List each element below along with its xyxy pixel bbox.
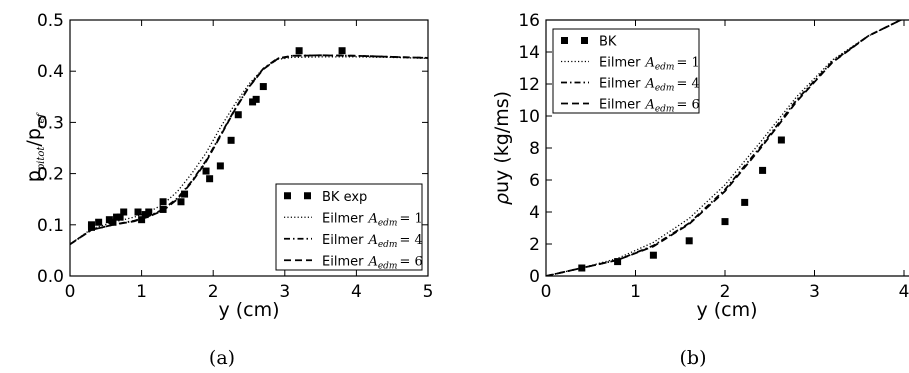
data-point-marker <box>216 162 224 170</box>
y-tick-label: 12 <box>518 75 540 95</box>
data-point-marker <box>259 83 267 91</box>
y-tick-label: 6 <box>529 171 540 191</box>
data-point-marker <box>295 47 303 55</box>
data-point-marker <box>759 166 767 174</box>
y-axis-label-a: ppitot/pref <box>23 111 47 182</box>
legend-a: BK exp Eilmer Aedm = 1 Eilmer Aedm = 4 Eilmer Ae… <box>275 183 423 271</box>
legend-label: Eilmer Aedm = 6 <box>322 254 423 271</box>
y-tick-label: 0.5 <box>37 11 64 31</box>
data-point-marker <box>95 218 103 226</box>
y-tick-label: 2 <box>529 235 540 255</box>
y-tick-label: 14 <box>518 43 540 63</box>
caption-b: (b) <box>680 347 707 369</box>
data-point-marker <box>177 198 185 206</box>
x-tick-label: 3 <box>279 282 290 302</box>
legend-b: BK Eilmer Aedm = 1 Eilmer Aedm = 4 Eilmer Aedm = … <box>552 28 700 115</box>
series-line-dotted <box>546 20 903 276</box>
y-tick-label: 0.0 <box>37 267 64 287</box>
data-point-marker <box>145 208 153 216</box>
x-axis-label-b: y (cm) <box>696 299 757 321</box>
x-axis-label-a: y (cm) <box>218 299 279 321</box>
data-point-marker <box>234 111 242 119</box>
data-point-marker <box>206 175 214 183</box>
legend-frame <box>275 183 423 271</box>
y-tick-label: 8 <box>529 139 540 159</box>
plot-frame-b <box>545 19 909 277</box>
legend-marker <box>581 37 588 44</box>
y-tick-label: 0.3 <box>37 113 64 133</box>
data-point-marker <box>134 208 142 216</box>
data-point-marker <box>614 258 622 266</box>
y-tick-label: 16 <box>518 11 540 31</box>
x-tick-label: 1 <box>136 282 147 302</box>
data-point-marker <box>685 237 693 245</box>
data-point-marker <box>252 95 260 103</box>
data-point-marker <box>138 216 146 224</box>
series-line-dashdot <box>546 20 903 276</box>
x-tick-label: 0 <box>65 282 76 302</box>
x-tick-label: 5 <box>423 282 434 302</box>
legend-label: Eilmer Aedm = 4 <box>322 233 423 250</box>
data-point-marker <box>721 218 729 226</box>
legend-marker <box>561 37 568 44</box>
data-point-marker <box>181 190 189 198</box>
legend-label: Eilmer Aedm = 4 <box>599 77 700 94</box>
data-point-marker <box>105 216 113 224</box>
chart-panel-a: 0 1 2 3 4 5 0.0 0.1 0.2 0.3 0.4 0.5 y (cm) ppitot/p… <box>23 11 433 369</box>
y-tick-label: 0.4 <box>37 62 64 82</box>
legend-marker <box>304 192 311 200</box>
data-point-marker <box>227 136 235 144</box>
series-line-dashed <box>546 20 903 276</box>
x-tick-label: 2 <box>208 282 219 302</box>
data-point-marker <box>202 167 210 175</box>
data-point-marker <box>113 213 121 221</box>
x-tick-label: 4 <box>899 282 909 302</box>
x-tick-label: 1 <box>630 282 641 302</box>
data-point-marker <box>116 213 124 221</box>
data-point-marker <box>109 218 117 226</box>
x-tick-label: 4 <box>351 282 362 302</box>
plot-frame-a <box>69 19 429 277</box>
y-tick-label: 0.2 <box>37 165 64 185</box>
legend-label: BK exp <box>322 190 367 205</box>
legend-label: BK <box>599 35 617 50</box>
x-tick-label: 0 <box>541 282 552 302</box>
y-tick-label: 0 <box>529 267 540 287</box>
data-point-marker <box>777 136 785 144</box>
data-point-marker <box>141 211 149 219</box>
data-point-marker <box>249 98 257 106</box>
legend-label: Eilmer Aedm = 1 <box>322 211 423 228</box>
y-tick-label: 0.1 <box>37 216 64 236</box>
data-point-marker <box>120 208 128 216</box>
data-point-marker <box>741 198 749 206</box>
legend-label: Eilmer Aedm = 1 <box>599 56 700 73</box>
legend-marker <box>284 192 291 200</box>
legend-frame <box>552 28 700 114</box>
data-point-marker <box>159 198 167 206</box>
data-point-marker <box>649 251 657 259</box>
y-axis-label-b: ρuy (kg/ms) <box>491 91 513 205</box>
caption-a: (a) <box>209 347 235 369</box>
data-point-marker <box>338 47 346 55</box>
y-tick-label: 10 <box>518 107 540 127</box>
legend-label: Eilmer Aedm = 6 <box>599 98 700 115</box>
series-line-dashed <box>70 54 428 246</box>
y-tick-label: 4 <box>529 203 540 223</box>
x-tick-label: 3 <box>809 282 820 302</box>
x-tick-label: 2 <box>720 282 731 302</box>
data-point-marker <box>87 221 95 229</box>
